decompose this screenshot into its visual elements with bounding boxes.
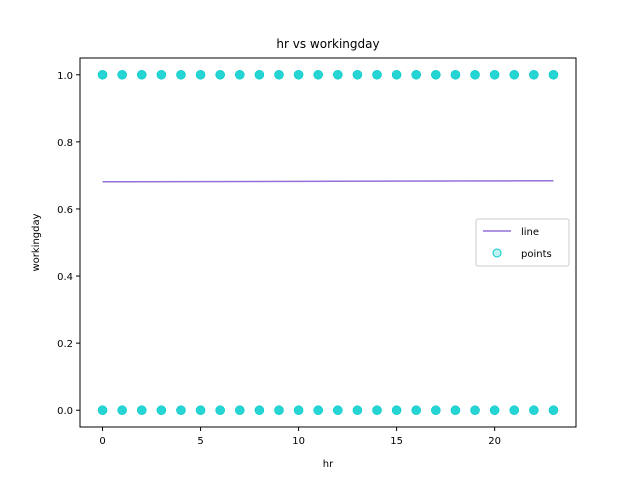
- scatter-point: [470, 405, 480, 416]
- scatter-point: [450, 69, 461, 80]
- scatter-point: [254, 405, 265, 416]
- scatter-point: [293, 69, 304, 80]
- axes-frame: [79, 57, 577, 428]
- scatter-point: [136, 405, 147, 416]
- scatter-point: [411, 405, 422, 416]
- scatter-point: [195, 405, 206, 416]
- scatter-point: [117, 405, 127, 416]
- scatter-point: [293, 405, 304, 416]
- scatter-point: [117, 69, 127, 80]
- scatter-point: [215, 405, 225, 416]
- scatter-point: [176, 69, 186, 80]
- scatter-point: [431, 69, 441, 80]
- scatter-point: [529, 405, 539, 416]
- scatter-point: [509, 405, 520, 416]
- scatter-point: [97, 405, 108, 416]
- y-tick-label: 0.2: [57, 339, 73, 350]
- x-tick-label: 10: [292, 436, 305, 447]
- y-tick-label: 0.6: [57, 205, 73, 216]
- scatter-point: [333, 69, 343, 80]
- scatter-point: [313, 69, 323, 80]
- y-tick-label: 0.8: [57, 138, 73, 149]
- scatter-point: [352, 405, 363, 416]
- scatter-point: [391, 405, 402, 416]
- scatter-point: [372, 405, 382, 416]
- scatter-point: [411, 69, 422, 80]
- scatter-point: [450, 405, 461, 416]
- scatter-point: [254, 69, 265, 80]
- scatter-point: [489, 69, 500, 80]
- y-axis-label: workingday: [31, 213, 42, 271]
- scatter-point: [470, 69, 480, 80]
- scatter-point: [489, 405, 500, 416]
- scatter-point: [352, 69, 363, 80]
- scatter-point: [391, 69, 402, 80]
- scatter-point: [215, 69, 225, 80]
- y-tick-label: 0.4: [57, 272, 73, 283]
- x-axis-label: hr: [323, 459, 334, 470]
- x-tick-label: 20: [488, 436, 501, 447]
- legend-label-line: line: [521, 227, 539, 238]
- scatter-point: [234, 69, 245, 80]
- legend-label-points: points: [521, 249, 552, 260]
- chart-title: hr vs workingday: [276, 37, 379, 51]
- x-tick-label: 15: [390, 436, 403, 447]
- legend-points-handle: [492, 248, 502, 258]
- scatter-point: [509, 69, 520, 80]
- scatter-point: [548, 69, 559, 80]
- scatter-point: [97, 69, 108, 80]
- ticks: 0 5 10 15 20 0.0 0.2 0.4 0.6 0.8 1.0: [57, 71, 501, 447]
- y-tick-label: 1.0: [57, 71, 73, 82]
- series-line: [102, 180, 554, 183]
- scatter-point: [274, 69, 284, 80]
- scatter-point: [156, 69, 167, 80]
- legend: line points: [475, 218, 570, 267]
- x-tick-label: 5: [197, 436, 203, 447]
- scatter-point: [136, 69, 147, 80]
- scatter-point: [274, 405, 284, 416]
- scatter-point: [529, 69, 539, 80]
- scatter-point: [234, 405, 245, 416]
- scatter-point: [195, 69, 206, 80]
- scatter-point: [313, 405, 323, 416]
- scatter-point: [156, 405, 167, 416]
- scatter-point: [333, 405, 343, 416]
- scatter-point: [548, 405, 559, 416]
- scatter-point: [176, 405, 186, 416]
- plot-area: [97, 69, 559, 416]
- x-tick-label: 0: [99, 436, 105, 447]
- scatter-point: [372, 69, 382, 80]
- scatter-point: [431, 405, 441, 416]
- y-tick-label: 0.0: [57, 406, 73, 417]
